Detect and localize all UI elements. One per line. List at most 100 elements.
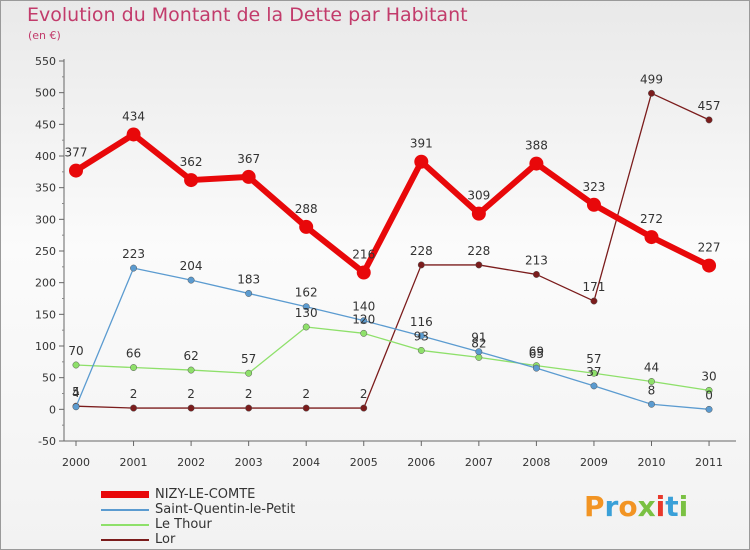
x-tick-label: 2001 — [120, 456, 148, 469]
chart-title: Evolution du Montant de la Dette par Hab… — [27, 4, 468, 26]
data-label: 228 — [467, 244, 490, 258]
data-point — [187, 276, 195, 284]
series-line-saint-quentin-le-petit — [75, 267, 710, 410]
data-label: 93 — [414, 329, 429, 343]
data-label: 204 — [180, 259, 203, 273]
data-label: 91 — [471, 331, 486, 345]
legend: NIZY-LE-COMTE Saint-Quentin-le-Petit Le Th… — [101, 487, 295, 547]
data-point — [414, 154, 429, 169]
data-label: 82 — [471, 336, 486, 350]
x-tick-label: 2007 — [465, 456, 493, 469]
data-label: 130 — [295, 306, 318, 320]
data-label: 377 — [65, 146, 88, 160]
data-point — [302, 323, 310, 331]
data-point — [475, 348, 483, 356]
y-tick-label: 350 — [35, 182, 56, 195]
x-tick-label: 2011 — [695, 456, 723, 469]
data-point — [590, 369, 598, 377]
data-point — [590, 382, 598, 390]
data-point — [245, 404, 253, 412]
y-tick-label: 550 — [35, 55, 56, 68]
data-point — [72, 403, 80, 411]
data-point — [302, 303, 310, 311]
data-label: 44 — [644, 360, 659, 374]
data-label: 140 — [352, 300, 375, 314]
data-point — [126, 127, 141, 142]
data-point — [648, 89, 655, 97]
data-point — [475, 261, 483, 269]
data-point — [302, 404, 310, 412]
data-point — [532, 270, 540, 278]
data-label: 183 — [237, 272, 260, 286]
data-label: 0 — [705, 388, 713, 402]
data-point — [586, 197, 601, 212]
data-label: 69 — [529, 345, 544, 359]
data-point — [130, 364, 138, 371]
data-point — [475, 353, 483, 361]
series-line-nizy-le-comte — [74, 131, 711, 276]
data-point — [705, 405, 713, 413]
x-tick-label: 2009 — [580, 456, 608, 469]
data-label: 2 — [245, 387, 253, 401]
data-label: 391 — [410, 137, 433, 151]
data-label: 57 — [241, 352, 256, 366]
data-point — [590, 297, 598, 305]
y-tick-label: 0 — [49, 403, 56, 416]
data-point — [69, 163, 83, 178]
data-label: 499 — [640, 72, 663, 86]
data-label: 457 — [698, 99, 721, 113]
data-label: 62 — [183, 349, 198, 363]
y-tick-label: 250 — [35, 245, 56, 258]
legend-label: NIZY-LE-COMTE — [155, 487, 256, 502]
y-tick-label: -50 — [38, 435, 56, 448]
y-tick-label: 400 — [35, 150, 56, 163]
data-label: 4 — [72, 386, 80, 400]
legend-swatch — [101, 523, 149, 526]
data-label: 272 — [640, 212, 663, 226]
x-tick-label: 2000 — [62, 456, 90, 469]
data-label: 228 — [410, 244, 433, 258]
data-label: 2 — [130, 387, 138, 401]
data-point — [417, 346, 425, 354]
data-point — [532, 364, 540, 372]
data-point — [356, 265, 371, 280]
series-line-le-thour — [75, 326, 710, 391]
data-point — [644, 230, 659, 245]
y-tick-label: 200 — [35, 277, 56, 290]
data-label: 5 — [72, 385, 80, 399]
x-tick-label: 2004 — [292, 456, 320, 469]
proxiti-logo: Proxiti — [584, 490, 689, 523]
data-point — [245, 289, 253, 297]
y-tick-label: 450 — [35, 118, 56, 131]
x-tick-label: 2005 — [350, 456, 378, 469]
data-point — [299, 219, 314, 234]
data-label: 223 — [122, 247, 145, 261]
data-label: 116 — [410, 315, 433, 329]
data-point — [648, 378, 655, 385]
data-label: 171 — [582, 280, 605, 294]
data-point — [130, 264, 138, 272]
data-label: 434 — [122, 109, 145, 123]
legend-label: Le Thour — [155, 517, 212, 532]
series-line-lor — [75, 92, 710, 409]
data-label: 162 — [295, 286, 318, 300]
data-label: 57 — [586, 352, 601, 366]
data-label: 213 — [525, 253, 548, 267]
data-point — [529, 156, 544, 171]
data-point — [187, 404, 195, 412]
data-label: 367 — [237, 152, 260, 166]
legend-item: Lor — [101, 532, 295, 547]
data-point — [648, 400, 655, 408]
x-tick-label: 2003 — [235, 456, 263, 469]
data-label: 2 — [302, 387, 310, 401]
data-point — [417, 332, 425, 340]
legend-swatch — [101, 508, 149, 511]
data-label: 30 — [701, 369, 716, 383]
x-tick-label: 2010 — [638, 456, 666, 469]
data-label: 2 — [187, 387, 195, 401]
data-label: 70 — [68, 344, 83, 358]
data-label: 227 — [698, 241, 721, 255]
data-label: 309 — [467, 189, 490, 203]
legend-label: Saint-Quentin-le-Petit — [155, 502, 296, 517]
